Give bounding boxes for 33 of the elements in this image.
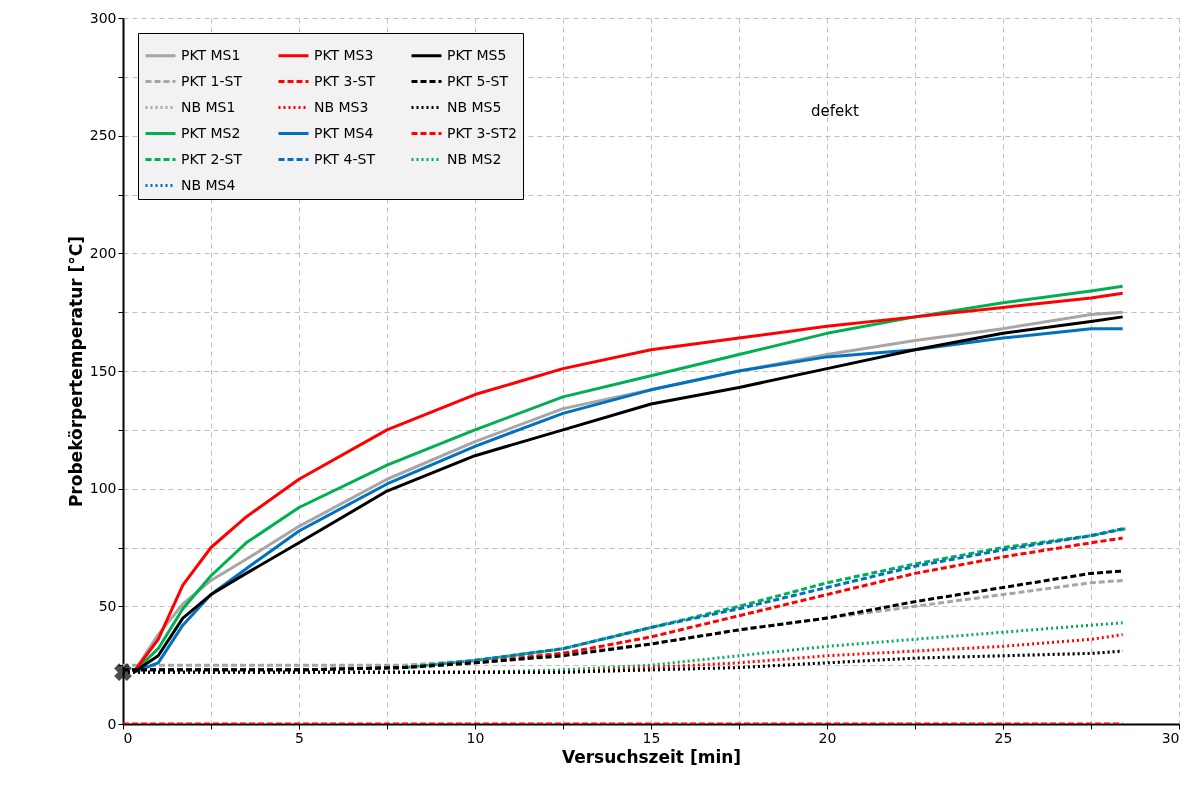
x-tick-label: 15: [642, 729, 661, 746]
legend-label: PKT MS2: [181, 124, 241, 141]
legend-label: NB MS3: [314, 98, 369, 115]
x-tick-label: 25: [994, 729, 1013, 746]
legend-label: NB MS2: [447, 150, 502, 167]
y-axis-title: Probekörpertemperatur [°C]: [65, 235, 86, 508]
annotation: defekt: [811, 102, 859, 120]
legend-label: PKT 1-ST: [181, 72, 243, 89]
x-tick-label: 10: [466, 729, 485, 746]
y-tick-label: 250: [89, 127, 117, 144]
x-tick-label: 30: [1161, 729, 1180, 746]
legend-label: PKT MS1: [181, 46, 241, 63]
x-tick-label: 0: [123, 729, 133, 746]
x-tick-label: 5: [295, 729, 304, 746]
legend-label: PKT MS4: [314, 124, 374, 141]
legend-label: PKT 3-ST2: [447, 124, 517, 141]
legend-label: PKT 4-ST: [314, 150, 376, 167]
legend-label: PKT 2-ST: [181, 150, 243, 167]
legend-label: NB MS5: [447, 98, 502, 115]
y-tick-label: 300: [89, 9, 117, 26]
legend-label: PKT MS3: [314, 46, 374, 63]
legend-label: NB MS4: [181, 176, 236, 193]
y-tick-label: 200: [89, 244, 117, 261]
y-tick-label: 50: [98, 597, 117, 614]
legend-label: PKT MS5: [447, 46, 507, 63]
x-axis-title: Versuchszeit [min]: [561, 746, 742, 767]
legend-label: NB MS1: [181, 98, 236, 115]
legend-label: PKT 3-ST: [314, 72, 376, 89]
y-tick-label: 0: [107, 715, 117, 732]
legend-label: PKT 5-ST: [447, 72, 509, 89]
x-tick-label: 20: [818, 729, 837, 746]
y-tick-label: 150: [89, 362, 117, 379]
y-tick-label: 100: [89, 480, 117, 497]
